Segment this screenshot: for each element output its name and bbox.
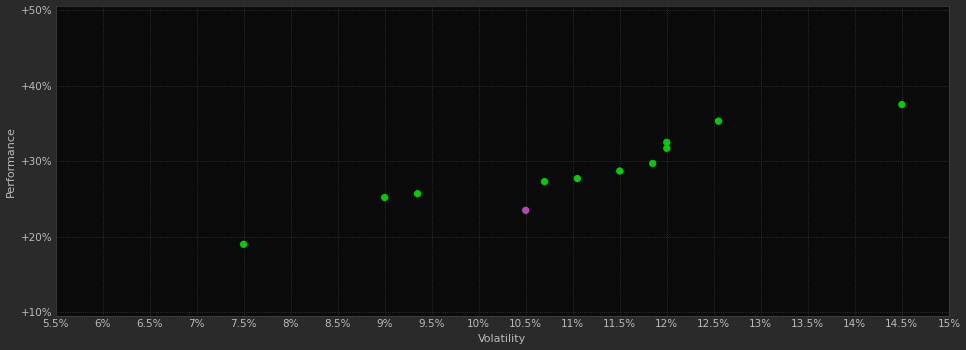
Point (377, 195, 392, 200)
X-axis label: Volatility: Volatility (478, 335, 526, 344)
Point (570, 176, 585, 181)
Y-axis label: Performance: Performance (6, 126, 15, 197)
Point (711, 118, 726, 124)
Point (659, 146, 674, 151)
Point (895, 102, 910, 107)
Point (537, 179, 553, 184)
Point (518, 208, 533, 213)
Point (645, 161, 661, 166)
Point (410, 191, 425, 196)
Point (612, 168, 628, 174)
Point (659, 140, 674, 145)
Point (236, 241, 251, 247)
